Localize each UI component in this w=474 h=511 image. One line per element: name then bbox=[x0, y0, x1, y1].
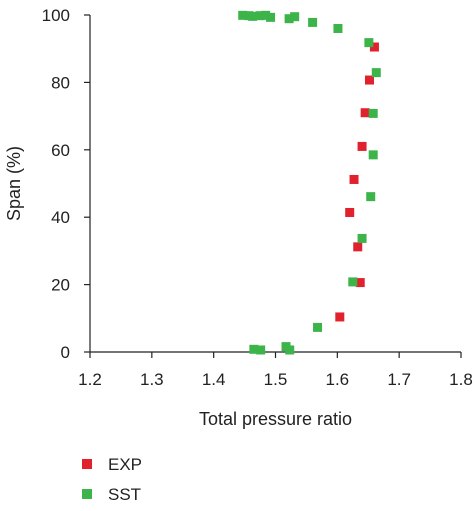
sst-point bbox=[333, 23, 343, 33]
sst-point bbox=[364, 38, 374, 48]
sst-point bbox=[238, 10, 248, 20]
x-tick-label: 1.5 bbox=[264, 370, 288, 389]
sst-legend-marker bbox=[82, 489, 92, 499]
exp-point bbox=[364, 75, 374, 85]
sst-point bbox=[313, 322, 323, 332]
y-tick-label: 100 bbox=[42, 6, 70, 25]
x-tick-label: 1.7 bbox=[387, 370, 411, 389]
sst-point bbox=[308, 17, 318, 27]
sst-point bbox=[255, 11, 265, 21]
legend: EXP SST bbox=[82, 455, 142, 504]
sst-point bbox=[371, 68, 381, 78]
sst-point bbox=[284, 14, 294, 24]
y-tick-label: 60 bbox=[51, 141, 70, 160]
sst-point bbox=[266, 12, 276, 22]
exp-point bbox=[353, 242, 363, 252]
sst-point bbox=[261, 10, 271, 20]
sst-point bbox=[357, 233, 367, 243]
x-tick-label: 1.3 bbox=[140, 370, 164, 389]
exp-point bbox=[349, 174, 359, 184]
sst-point bbox=[249, 344, 259, 354]
sst-point bbox=[285, 345, 295, 355]
y-tick-label: 80 bbox=[51, 73, 70, 92]
exp-point bbox=[345, 207, 355, 217]
sst-point bbox=[368, 108, 378, 118]
data-points bbox=[238, 10, 381, 355]
exp-point bbox=[357, 141, 367, 151]
sst-point bbox=[256, 345, 266, 355]
sst-legend-label: SST bbox=[108, 485, 141, 504]
x-tick-label: 1.6 bbox=[326, 370, 350, 389]
x-tick-label: 1.2 bbox=[78, 370, 102, 389]
y-tick-label: 40 bbox=[51, 208, 70, 227]
exp-point bbox=[335, 312, 345, 322]
x-axis-title: Total pressure ratio bbox=[199, 409, 352, 429]
x-tick-label: 1.4 bbox=[202, 370, 226, 389]
y-tick-label: 0 bbox=[61, 343, 70, 362]
sst-point bbox=[290, 12, 300, 22]
exp-point bbox=[369, 42, 379, 52]
exp-point bbox=[360, 108, 370, 118]
sst-point bbox=[348, 277, 358, 287]
y-axis-title: Span (%) bbox=[4, 146, 24, 221]
x-tick-label: 1.8 bbox=[449, 370, 473, 389]
y-tick-label: 20 bbox=[51, 276, 70, 295]
sst-point bbox=[248, 11, 258, 21]
exp-legend-label: EXP bbox=[108, 455, 142, 474]
exp-point bbox=[355, 278, 365, 288]
sst-point bbox=[368, 150, 378, 160]
axes: 1.2 1.3 1.4 1.5 1.6 1.7 1.8 0 20 40 60 80 100 bbox=[42, 6, 473, 389]
exp-legend-marker bbox=[82, 459, 92, 469]
sst-point bbox=[366, 192, 376, 202]
